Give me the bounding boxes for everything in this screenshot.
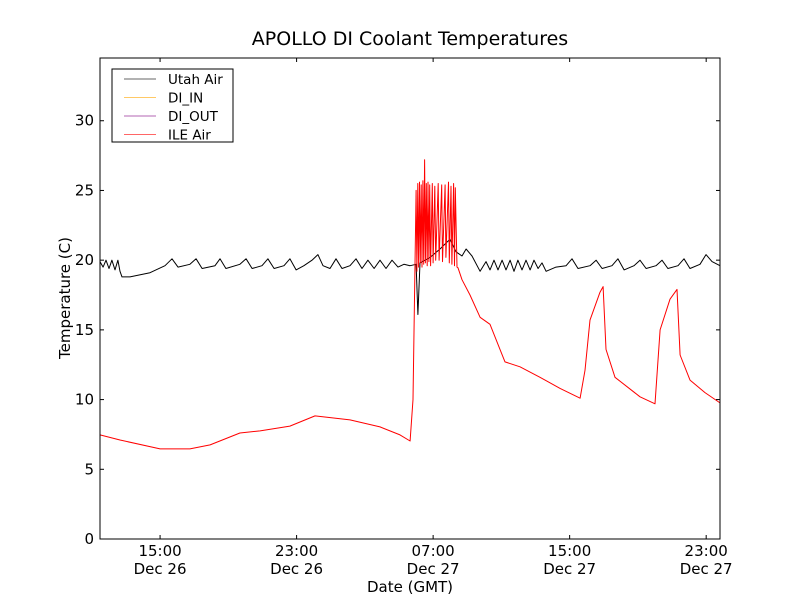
x-tick-time-label: 15:00 <box>548 542 591 560</box>
legend: Utah Air DI_IN DI_OUT ILE Air <box>111 68 234 144</box>
series-line-ile-air <box>99 159 721 450</box>
x-tick-date-label: Dec 26 <box>134 560 187 578</box>
x-tick-date-label: Dec 26 <box>270 560 323 578</box>
legend-label: ILE Air <box>168 128 211 144</box>
y-tick-label: 20 <box>75 251 94 269</box>
x-tick-time-label: 15:00 <box>138 542 181 560</box>
legend-box <box>111 68 234 143</box>
series-line-utah-air <box>99 238 721 315</box>
y-axis-label: Temperature (C) <box>56 237 74 360</box>
chart-title: APOLLO DI Coolant Temperatures <box>252 28 568 50</box>
x-tick-date-label: Dec 27 <box>407 560 460 578</box>
y-tick-label: 15 <box>75 321 94 339</box>
x-axis-label: Date (GMT) <box>367 578 453 596</box>
legend-label: DI_IN <box>168 91 203 107</box>
x-tick-time-label: 23:00 <box>685 542 728 560</box>
x-tick-date-label: Dec 27 <box>543 560 596 578</box>
legend-label: DI_OUT <box>168 109 219 125</box>
x-tick-time-label: 23:00 <box>275 542 318 560</box>
y-tick-label: 25 <box>75 181 94 199</box>
plot-lines <box>99 159 721 450</box>
y-tick-label: 5 <box>84 460 94 478</box>
x-tick-date-label: Dec 27 <box>680 560 733 578</box>
legend-label: Utah Air <box>168 72 223 88</box>
y-tick-label: 0 <box>84 530 94 548</box>
y-tick-label: 30 <box>75 112 94 130</box>
x-tick-time-label: 07:00 <box>412 542 455 560</box>
plot-frame <box>99 57 721 540</box>
y-tick-label: 10 <box>75 391 94 409</box>
